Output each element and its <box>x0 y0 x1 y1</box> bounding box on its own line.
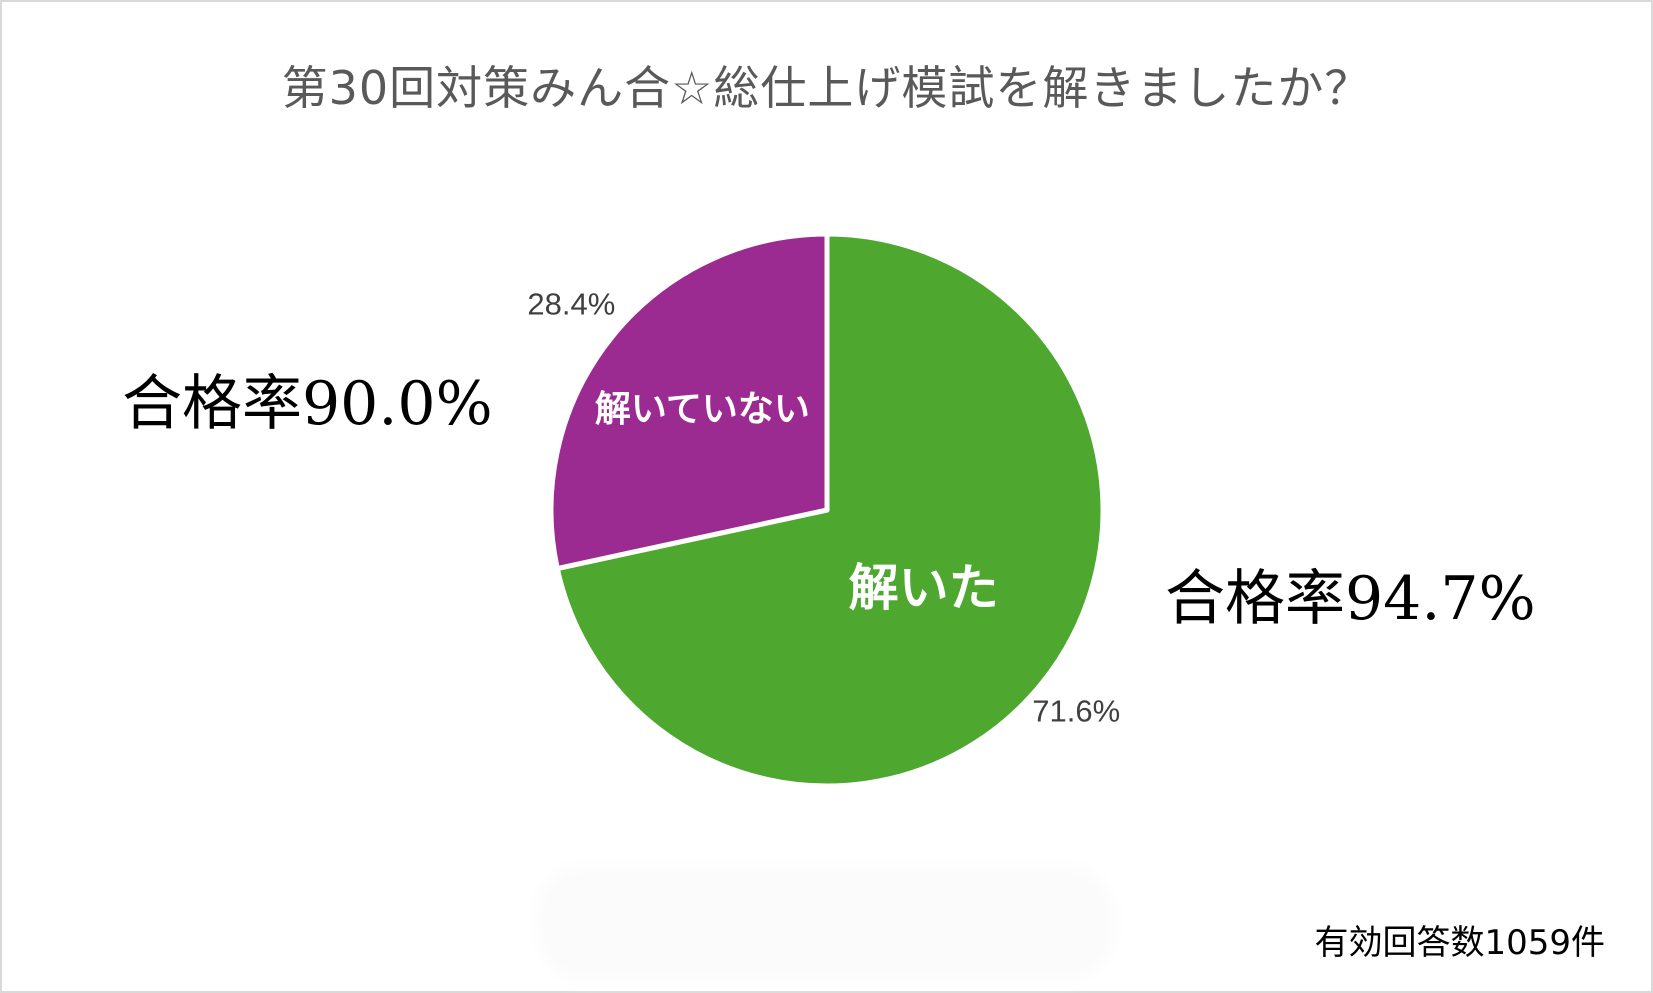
pass-rate-not-solved: 合格率90.0% <box>122 369 493 439</box>
chart-title: 第30回対策みん合☆総仕上げ模試を解きましたか？ <box>281 61 1372 115</box>
percent-label: 28.4% <box>527 286 615 321</box>
response-count: 有効回答数1059件 <box>1314 923 1605 963</box>
percent-label: 71.6% <box>1032 693 1120 728</box>
slice-label: 解いた <box>849 559 999 617</box>
blurred-area <box>545 875 1105 970</box>
slice-label: 解いていない <box>595 389 810 430</box>
pie-slice-1 <box>554 231 1106 789</box>
pie-slice-2 <box>548 231 830 572</box>
pass-rate-solved: 合格率94.7% <box>1165 564 1536 634</box>
